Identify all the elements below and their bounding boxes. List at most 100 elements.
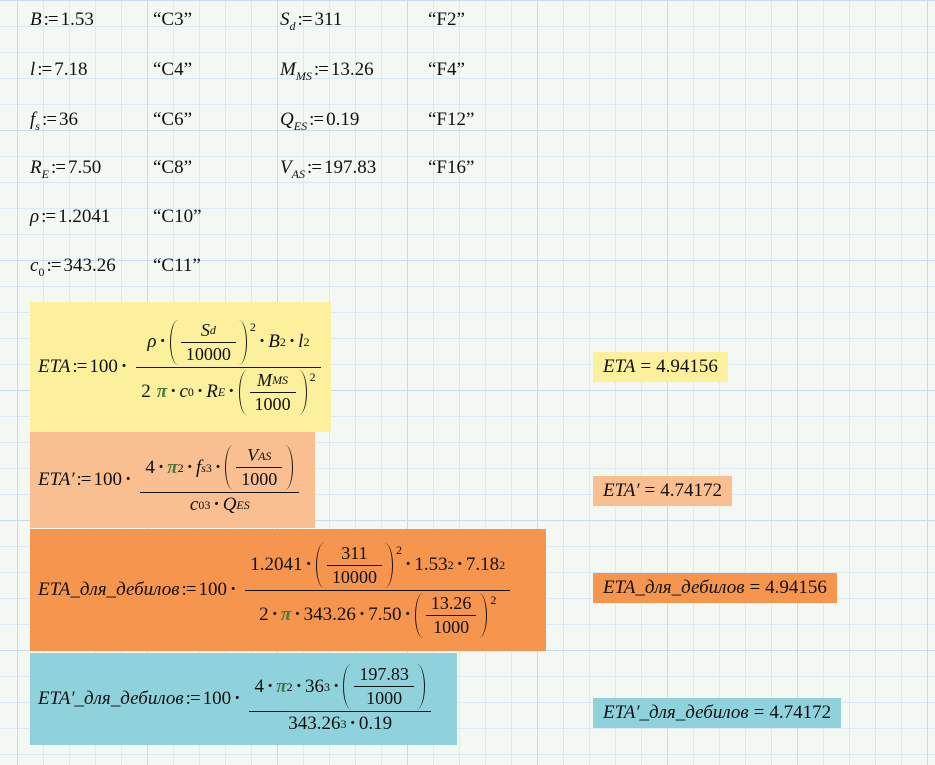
- coefficient: 100: [93, 469, 123, 490]
- denominator: 2 · π · 343.26 · 7.50 · 13.26 1000 2: [245, 589, 511, 640]
- equals-symbol: =: [640, 356, 652, 377]
- assign-symbol: :=: [37, 59, 52, 80]
- comment-C6[interactable]: “C6”: [153, 109, 193, 130]
- definition-RE[interactable]: RE:= 7.50: [30, 157, 101, 181]
- variable-subscript: E: [41, 166, 49, 181]
- definition-rho[interactable]: ρ:= 1.2041: [30, 206, 110, 228]
- multiply-dot: ·: [333, 675, 340, 697]
- assign-symbol: :=: [297, 9, 313, 30]
- result-eta-prime-dlya-debilov[interactable]: ETA′_для_дебилов = 4.74172: [593, 698, 842, 728]
- comment-C3[interactable]: “C3”: [153, 9, 193, 30]
- multiply-dot: ·: [186, 456, 193, 478]
- inner-fraction: 13.26 1000: [425, 592, 477, 639]
- multiply-dot: ·: [266, 675, 274, 697]
- formula-region-eta-prime-dlya-debilov[interactable]: ETA′_для_дебилов:= 100 · 4 · π 2 · 36 3 · 197.8…: [30, 653, 457, 745]
- multiply-dot: ·: [228, 381, 235, 402]
- assign-symbol: :=: [46, 255, 61, 276]
- multiply-dot: ·: [404, 604, 411, 625]
- definition-B[interactable]: B:= 1.53: [30, 9, 94, 31]
- formula-name: ETA: [38, 356, 71, 377]
- numerator-value: 311: [341, 542, 368, 563]
- definition-VAS[interactable]: VAS:= 197.83: [280, 157, 376, 180]
- variable-subscript: MS: [295, 68, 312, 83]
- number: 2: [141, 381, 151, 402]
- assign-symbol: :=: [41, 206, 56, 227]
- definition-l[interactable]: l:= 7.18: [30, 59, 88, 81]
- result-eta-dlya-debilov[interactable]: ETA_для_дебилов = 4.94156: [593, 573, 837, 603]
- denominator-value: 1000: [249, 391, 296, 416]
- result-name: ETA′: [603, 480, 640, 501]
- paren-group: 13.26 1000 2: [414, 592, 497, 639]
- assign-symbol: :=: [50, 157, 66, 178]
- comment-C4[interactable]: “C4”: [153, 59, 193, 80]
- definition-fs[interactable]: fs:= 36: [30, 109, 78, 132]
- multiply-dot: ·: [234, 688, 241, 709]
- number: 2: [259, 604, 269, 625]
- comment-F2[interactable]: “F2”: [428, 9, 465, 30]
- definition-c0[interactable]: c0:= 343.26: [30, 255, 116, 279]
- result-eta-prime[interactable]: ETA′ = 4.74172: [593, 476, 732, 506]
- equals-symbol: =: [749, 577, 761, 598]
- comment-F16[interactable]: “F16”: [428, 157, 475, 178]
- assign-symbol: :=: [76, 469, 92, 490]
- definition-QES[interactable]: QES:= 0.19: [280, 109, 360, 132]
- formula-lhs: ETA_для_дебилов:= 100 ·: [38, 579, 239, 601]
- exponent: 2: [490, 592, 497, 607]
- left-paren: [225, 445, 233, 490]
- variable-name: R: [30, 157, 42, 178]
- equals-symbol: =: [753, 702, 765, 723]
- comment-F12[interactable]: “F12”: [428, 109, 475, 130]
- number: 7.18: [465, 554, 500, 575]
- variable: Q: [222, 494, 237, 515]
- multiply-dot: ·: [159, 331, 166, 352]
- coefficient: 100: [202, 688, 232, 709]
- comment-F4[interactable]: “F4”: [428, 59, 465, 80]
- formula-region-eta-dlya-debilov[interactable]: ETA_для_дебилов:= 100 · 1.2041 · 311 10000 …: [30, 529, 546, 651]
- exponent: 2: [395, 542, 402, 557]
- multiply-dot: ·: [214, 456, 222, 478]
- exponent: 2: [309, 369, 316, 384]
- assign-symbol: :=: [181, 579, 196, 600]
- comment-C8[interactable]: “C8”: [153, 157, 193, 178]
- numerator-value: 13.26: [430, 592, 472, 613]
- paren-group: M MS 1000 2: [238, 369, 316, 416]
- pi-symbol: π: [156, 381, 168, 402]
- variable-name: M: [280, 59, 296, 80]
- variable-name: S: [280, 9, 290, 30]
- comment-C11[interactable]: “C11”: [153, 255, 201, 276]
- variable-value: 36: [58, 109, 78, 130]
- assign-symbol: :=: [41, 109, 57, 130]
- definition-MMS[interactable]: MMS:= 13.26: [280, 59, 374, 83]
- exponent: 2: [249, 319, 256, 334]
- assign-symbol: :=: [43, 9, 59, 30]
- multiply-dot: ·: [213, 494, 220, 515]
- main-fraction: 4 · π 2 · f s 3 · V AS 1000 c 0 3 · Q ES: [140, 443, 300, 517]
- inner-fraction: 311 10000: [326, 542, 382, 589]
- variable: l: [298, 331, 304, 352]
- variable: R: [206, 381, 218, 402]
- multiply-dot: ·: [349, 713, 356, 734]
- assign-symbol: :=: [306, 157, 322, 178]
- comment-C10[interactable]: “C10”: [153, 206, 202, 227]
- variable-name: f: [30, 109, 36, 130]
- variable-subscript: 0: [38, 264, 45, 279]
- variable: B: [268, 331, 280, 352]
- right-paren: [417, 664, 425, 709]
- variable-value: 0.19: [326, 109, 360, 130]
- multiply-dot: ·: [295, 675, 303, 697]
- multiply-dot: ·: [258, 331, 266, 352]
- variable-value: 7.18: [54, 59, 88, 80]
- denominator: 2 π · c 0 · R E · M MS 1000 2: [136, 366, 321, 417]
- formula-name: ETA_для_дебилов: [38, 579, 180, 600]
- formula-region-eta-prime[interactable]: ETA′:= 100 · 4 · π 2 · f s 3 · V AS 1000 c 0 3 · Q ES: [30, 432, 315, 528]
- result-eta[interactable]: ETA = 4.94156: [593, 352, 728, 382]
- variable: V: [247, 445, 259, 465]
- numerator: 4 · π 2 · 36 3 · 197.83 1000: [249, 662, 431, 711]
- definition-Sd[interactable]: Sd:= 311: [280, 9, 342, 32]
- variable-value: 13.26: [330, 59, 374, 80]
- right-paren: [239, 319, 247, 365]
- number: 1.2041: [250, 554, 303, 575]
- multiply-dot: ·: [305, 554, 312, 575]
- multiply-dot: ·: [294, 604, 301, 625]
